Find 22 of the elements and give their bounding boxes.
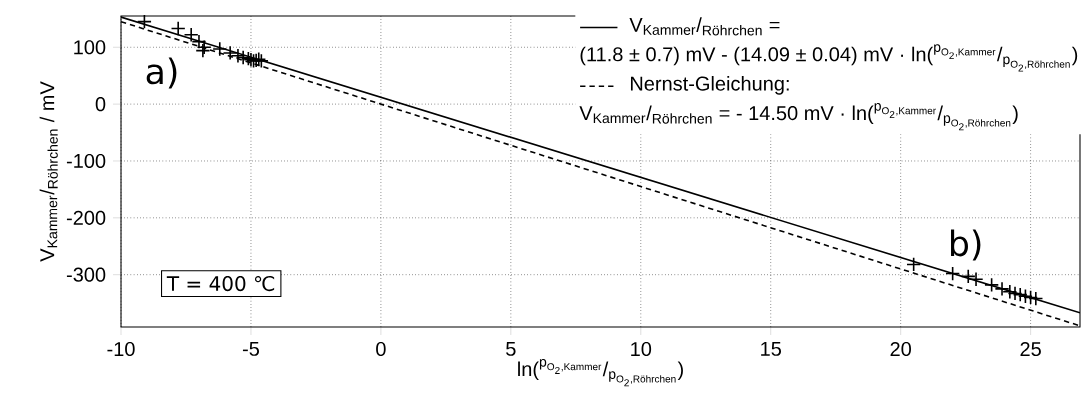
annotation: b) (951, 229, 981, 261)
annotation: $\text{(11.8 ± 0.7) mV - (14.09 ± 0.04) mV · ln(}^{\text{p}_{\text{O}_{\text{2}}\text{,Kammer}}}\text{/}_{\text{p}_{\text{O}_{\text{2}}\text{,Röhrchen}}}\text{)}$ (580, 44, 1078, 72)
x-tick-label: 25 (1020, 341, 1041, 357)
annotation: $\text{V}_{\text{Kammer}}\text{/}_{\text{Röhrchen}}\text{ = - 14.50 mV · ln(}^{\text{p}_{\text{O}_{\text{2}}\text{,Kammer}}}\text{/}_{\text{p}_{\text{O}_{\text{2}}\text{,Röhrchen}}}\text{)}$ (579, 103, 1018, 131)
x-tick-label: 20 (890, 341, 911, 357)
y-tick-label: 100 (74, 40, 106, 55)
x-tick-label: -10 (107, 341, 135, 357)
x-tick-label: -5 (242, 341, 260, 356)
annotation: a) (146, 57, 177, 89)
x-tick-label: 5 (506, 341, 516, 356)
y-tick-label: -300 (66, 267, 106, 282)
legend-label: V$_{Kammer}$/$_{Röhrchen}$ = (629, 17, 780, 36)
x-tick-label: 10 (631, 341, 652, 357)
y-tick-label: 0 (95, 97, 106, 112)
x-tick-label: 15 (761, 341, 782, 356)
annotation: T = 400 ℃ (166, 275, 275, 292)
y-tick-label: -200 (66, 210, 106, 225)
x-axis-title: $\text{ln(}^{\text{p}_{\text{O}_{\text{2}}\text{,Kammer}}}\text{/}_{\text{p}_{\text{O}_{\text{2}}\text{,Röhrchen}}}\text{)}$ (518, 359, 683, 387)
legend-label: Nernst-Gleichung: (630, 76, 789, 95)
y-axis-title: V$_{Kammer}$/$_{Röhrchen}$ / mV (39, 81, 58, 262)
y-tick-label: -100 (66, 153, 106, 169)
x-tick-label: 0 (376, 341, 386, 357)
